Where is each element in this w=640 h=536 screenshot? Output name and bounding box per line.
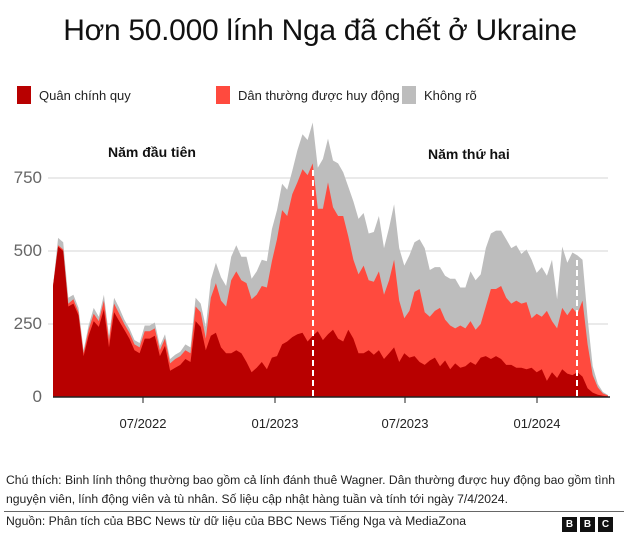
x-tick-2022-07: 07/2022 (119, 416, 167, 431)
legend-item-mobilized: Dân thường được huy động (216, 86, 402, 104)
chart-title: Hơn 50.000 lính Nga đã chết ở Ukraine (63, 14, 577, 47)
legend-swatch-mobilized (216, 86, 230, 104)
legend-item-regular: Quân chính quy (17, 86, 216, 104)
y-tick-0: 0 (32, 387, 42, 406)
legend-label-regular: Quân chính quy (39, 87, 131, 103)
annotation-year-two: Năm thứ hai (424, 144, 514, 164)
bbc-logo-b1: B (562, 517, 577, 532)
legend-swatch-regular (17, 86, 31, 104)
area-0 (53, 246, 608, 397)
y-tick-750: 750 (13, 168, 42, 187)
chart-note: Chú thích: Binh lính thông thường bao gồ… (6, 473, 616, 506)
y-tick-250: 250 (13, 314, 42, 333)
bbc-logo: B B C (562, 517, 613, 532)
source-text: Nguồn: Phân tích của BBC News từ dữ liệu… (6, 514, 467, 528)
bbc-logo-b2: B (580, 517, 595, 532)
annotation-year-one: Năm đầu tiên (104, 142, 200, 162)
legend-label-unknown: Không rõ (424, 87, 477, 103)
x-tick-2023-01: 01/2023 (251, 416, 299, 431)
area-1 (53, 163, 608, 397)
legend: Quân chính quy Dân thường được huy động … (17, 84, 477, 106)
x-tick-2023-07: 07/2023 (381, 416, 429, 431)
legend-swatch-unknown (402, 86, 416, 104)
bbc-logo-c: C (598, 517, 613, 532)
legend-label-mobilized: Dân thường được huy động (238, 87, 400, 103)
chart-area: 750 500 250 0 07/2022 01/2023 07/2023 01… (0, 110, 640, 450)
y-tick-500: 500 (13, 241, 42, 260)
legend-item-unknown: Không rõ (402, 86, 477, 104)
x-tick-2024-01: 01/2024 (513, 416, 561, 431)
divider (4, 511, 624, 512)
stacked-area-plot (48, 122, 610, 403)
